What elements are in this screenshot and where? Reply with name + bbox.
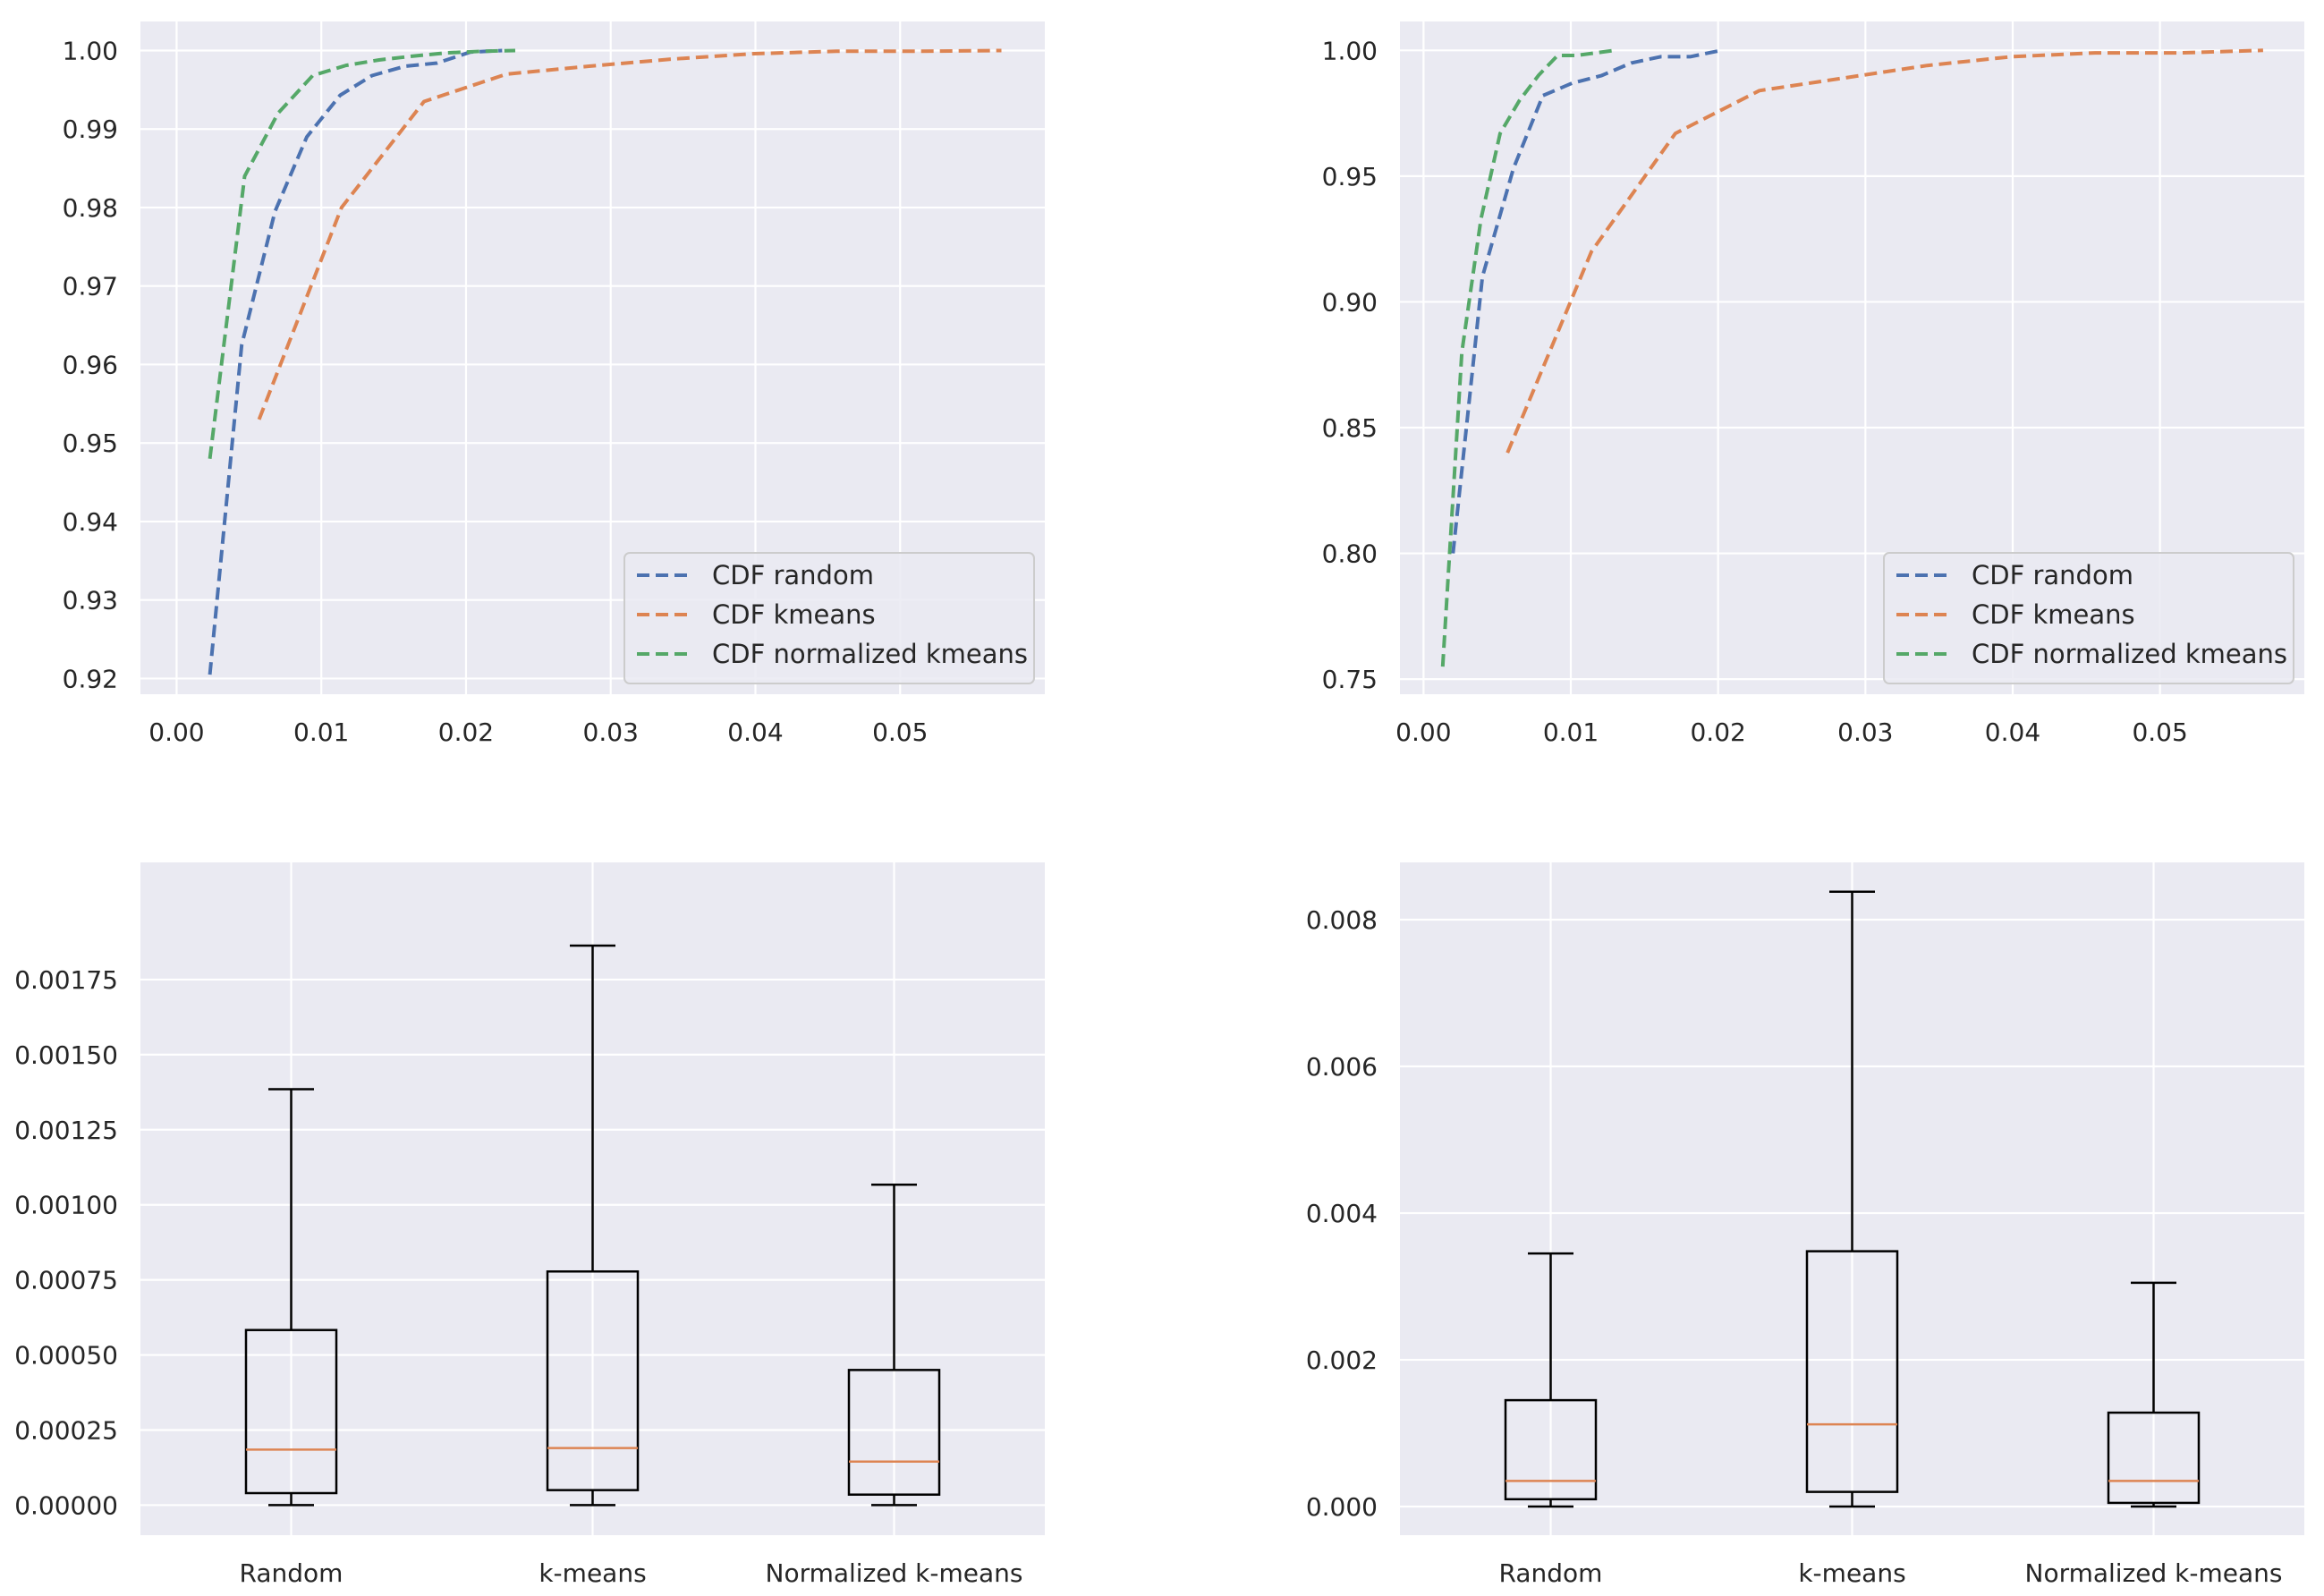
x-tick-label: 0.05 xyxy=(2132,717,2187,747)
iqr-box xyxy=(546,1269,640,1491)
series-line-1 xyxy=(1451,48,1722,554)
y-tick-label: 0.92 xyxy=(63,664,118,693)
y-tick-label: 0.00125 xyxy=(14,1116,118,1145)
y-tick-label: 0.95 xyxy=(1322,162,1378,191)
x-tick-label: Random xyxy=(240,1558,344,1588)
legend-label: CDF kmeans xyxy=(712,599,876,630)
x-tick-label: 0.03 xyxy=(583,717,639,747)
y-tick-label: 0.00025 xyxy=(14,1416,118,1446)
y-tick-label: 0.97 xyxy=(63,272,118,301)
x-tick-label: 0.02 xyxy=(438,717,494,747)
cdf-left-chart: 0.00 0.01 0.02 0.03 0.04 0.05 0.92 0.93 0.94 0.95… xyxy=(63,21,1045,747)
series-line-1 xyxy=(208,48,503,675)
legend-label: CDF normalized kmeans xyxy=(1972,639,2287,669)
y-tick-label: 0.94 xyxy=(63,507,118,537)
box-left-chart: 0.00000 0.00025 0.00050 0.00075 0.00100 0.001… xyxy=(14,862,1045,1588)
y-tick-label: 0.00150 xyxy=(14,1040,118,1070)
y-tick-label: 0.004 xyxy=(1306,1199,1378,1228)
legend: CDF random CDF kmeans CDF normalized kmean… xyxy=(623,552,1035,684)
y-tick-label: 0.00000 xyxy=(14,1490,118,1520)
y-tick-label: 0.006 xyxy=(1306,1052,1378,1082)
y-tick-label: 0.85 xyxy=(1322,413,1378,443)
series-line-2 xyxy=(257,48,1002,420)
x-tick-label: 0.02 xyxy=(1690,717,1745,747)
box-3 xyxy=(847,1183,941,1507)
box-1 xyxy=(244,1088,338,1507)
series-line-2 xyxy=(1506,48,2263,454)
x-tick-label: k-means xyxy=(1798,1558,1905,1588)
box-2 xyxy=(546,944,640,1507)
series-line-3 xyxy=(208,48,516,460)
x-tick-label: 0.00 xyxy=(1395,717,1451,747)
y-tick-label: 0.80 xyxy=(1322,539,1378,569)
box-3 xyxy=(2107,1281,2201,1508)
y-tick-label: 0.95 xyxy=(63,429,118,458)
iqr-box xyxy=(1504,1398,1598,1501)
series-line-3 xyxy=(1440,48,1616,667)
legend: CDF random CDF kmeans CDF normalized kmean… xyxy=(1883,552,2294,684)
y-tick-label: 0.96 xyxy=(63,350,118,379)
legend-label: CDF kmeans xyxy=(1972,599,2135,630)
iqr-box xyxy=(244,1329,338,1495)
legend-label: CDF random xyxy=(1972,560,2133,590)
box-right-chart: 0.000 0.002 0.004 0.006 0.008 Random k-means No… xyxy=(1306,862,2304,1588)
iqr-box xyxy=(1805,1250,1899,1493)
x-tick-label: 0.05 xyxy=(872,717,928,747)
box-1 xyxy=(1504,1252,1598,1508)
y-tick-label: 0.75 xyxy=(1322,665,1378,694)
y-tick-label: 0.00075 xyxy=(14,1266,118,1295)
iqr-box xyxy=(847,1369,941,1496)
x-tick-label: Normalized k-means xyxy=(2025,1558,2283,1588)
y-tick-label: 0.99 xyxy=(63,115,118,144)
y-tick-label: 0.00100 xyxy=(14,1191,118,1220)
y-tick-label: 0.00175 xyxy=(14,965,118,995)
legend-frame xyxy=(623,552,1035,684)
legend-label: CDF random xyxy=(712,560,874,590)
x-tick-label: 0.01 xyxy=(293,717,349,747)
y-tick-label: 0.008 xyxy=(1306,905,1378,935)
legend-frame xyxy=(1883,552,2294,684)
x-tick-label: 0.01 xyxy=(1543,717,1599,747)
y-tick-label: 1.00 xyxy=(63,36,118,65)
box-2 xyxy=(1805,890,1899,1508)
x-tick-label: 0.03 xyxy=(1837,717,1893,747)
y-tick-label: 0.002 xyxy=(1306,1346,1378,1375)
y-tick-label: 0.00050 xyxy=(14,1341,118,1371)
y-tick-label: 0.000 xyxy=(1306,1492,1378,1522)
x-tick-label: Random xyxy=(1499,1558,1603,1588)
y-tick-label: 0.98 xyxy=(63,193,118,223)
x-tick-label: 0.04 xyxy=(727,717,783,747)
y-tick-label: 1.00 xyxy=(1322,36,1378,65)
cdf-right-chart: 0.00 0.01 0.02 0.03 0.04 0.05 0.75 0.80 0.85 0.90… xyxy=(1322,21,2304,747)
iqr-box xyxy=(2107,1411,2201,1505)
x-tick-label: 0.04 xyxy=(1985,717,2040,747)
x-tick-label: k-means xyxy=(539,1558,646,1588)
x-tick-label: 0.00 xyxy=(148,717,204,747)
x-tick-label: Normalized k-means xyxy=(766,1558,1023,1588)
y-tick-label: 0.90 xyxy=(1322,287,1378,317)
y-tick-label: 0.93 xyxy=(63,586,118,615)
legend-label: CDF normalized kmeans xyxy=(712,639,1028,669)
